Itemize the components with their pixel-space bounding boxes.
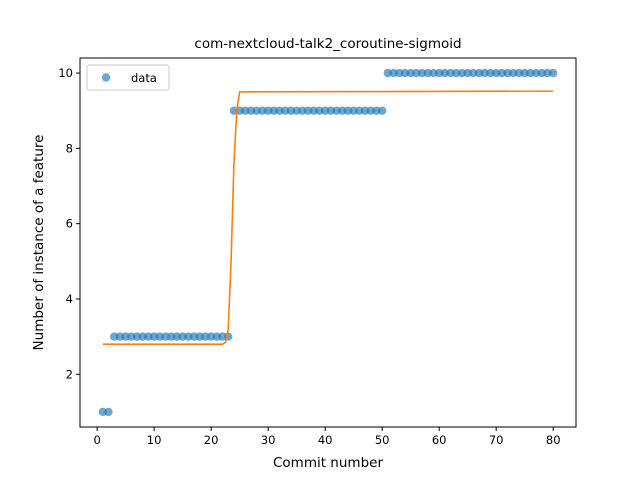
plot-area xyxy=(98,68,558,417)
axis-ticks: 0 10 20 30 40 50 60 70 80 2 4 6 8 10 xyxy=(58,66,560,447)
x-tick-label: 60 xyxy=(432,433,447,447)
legend-box xyxy=(86,64,170,91)
data-point xyxy=(377,106,387,115)
x-tick-label: 40 xyxy=(318,433,333,447)
legend-marker-data xyxy=(101,73,111,82)
axes-frame xyxy=(79,57,577,428)
x-axis-label: Commit number xyxy=(273,455,383,471)
data-point xyxy=(104,407,113,417)
x-tick-label: 0 xyxy=(93,433,100,447)
legend-label-data: data xyxy=(131,71,157,85)
y-tick-label: 2 xyxy=(66,367,73,381)
y-tick-label: 6 xyxy=(66,217,73,231)
x-tick-label: 30 xyxy=(261,433,276,447)
x-tick-label: 80 xyxy=(546,433,561,447)
chart-title: com-nextcloud-talk2_coroutine-sigmoid xyxy=(194,36,461,52)
data-point xyxy=(548,68,558,78)
x-tick-label: 10 xyxy=(147,433,162,447)
fit-line xyxy=(102,90,554,345)
x-tick-label: 20 xyxy=(204,433,219,447)
y-tick-label: 8 xyxy=(66,141,73,155)
legend: data xyxy=(86,64,170,91)
y-axis-label: Number of instance of a feature xyxy=(31,135,47,351)
y-tick-label: 10 xyxy=(58,66,73,80)
y-tick-label: 4 xyxy=(66,292,73,306)
x-tick-label: 50 xyxy=(375,433,390,447)
x-tick-label: 70 xyxy=(489,433,504,447)
